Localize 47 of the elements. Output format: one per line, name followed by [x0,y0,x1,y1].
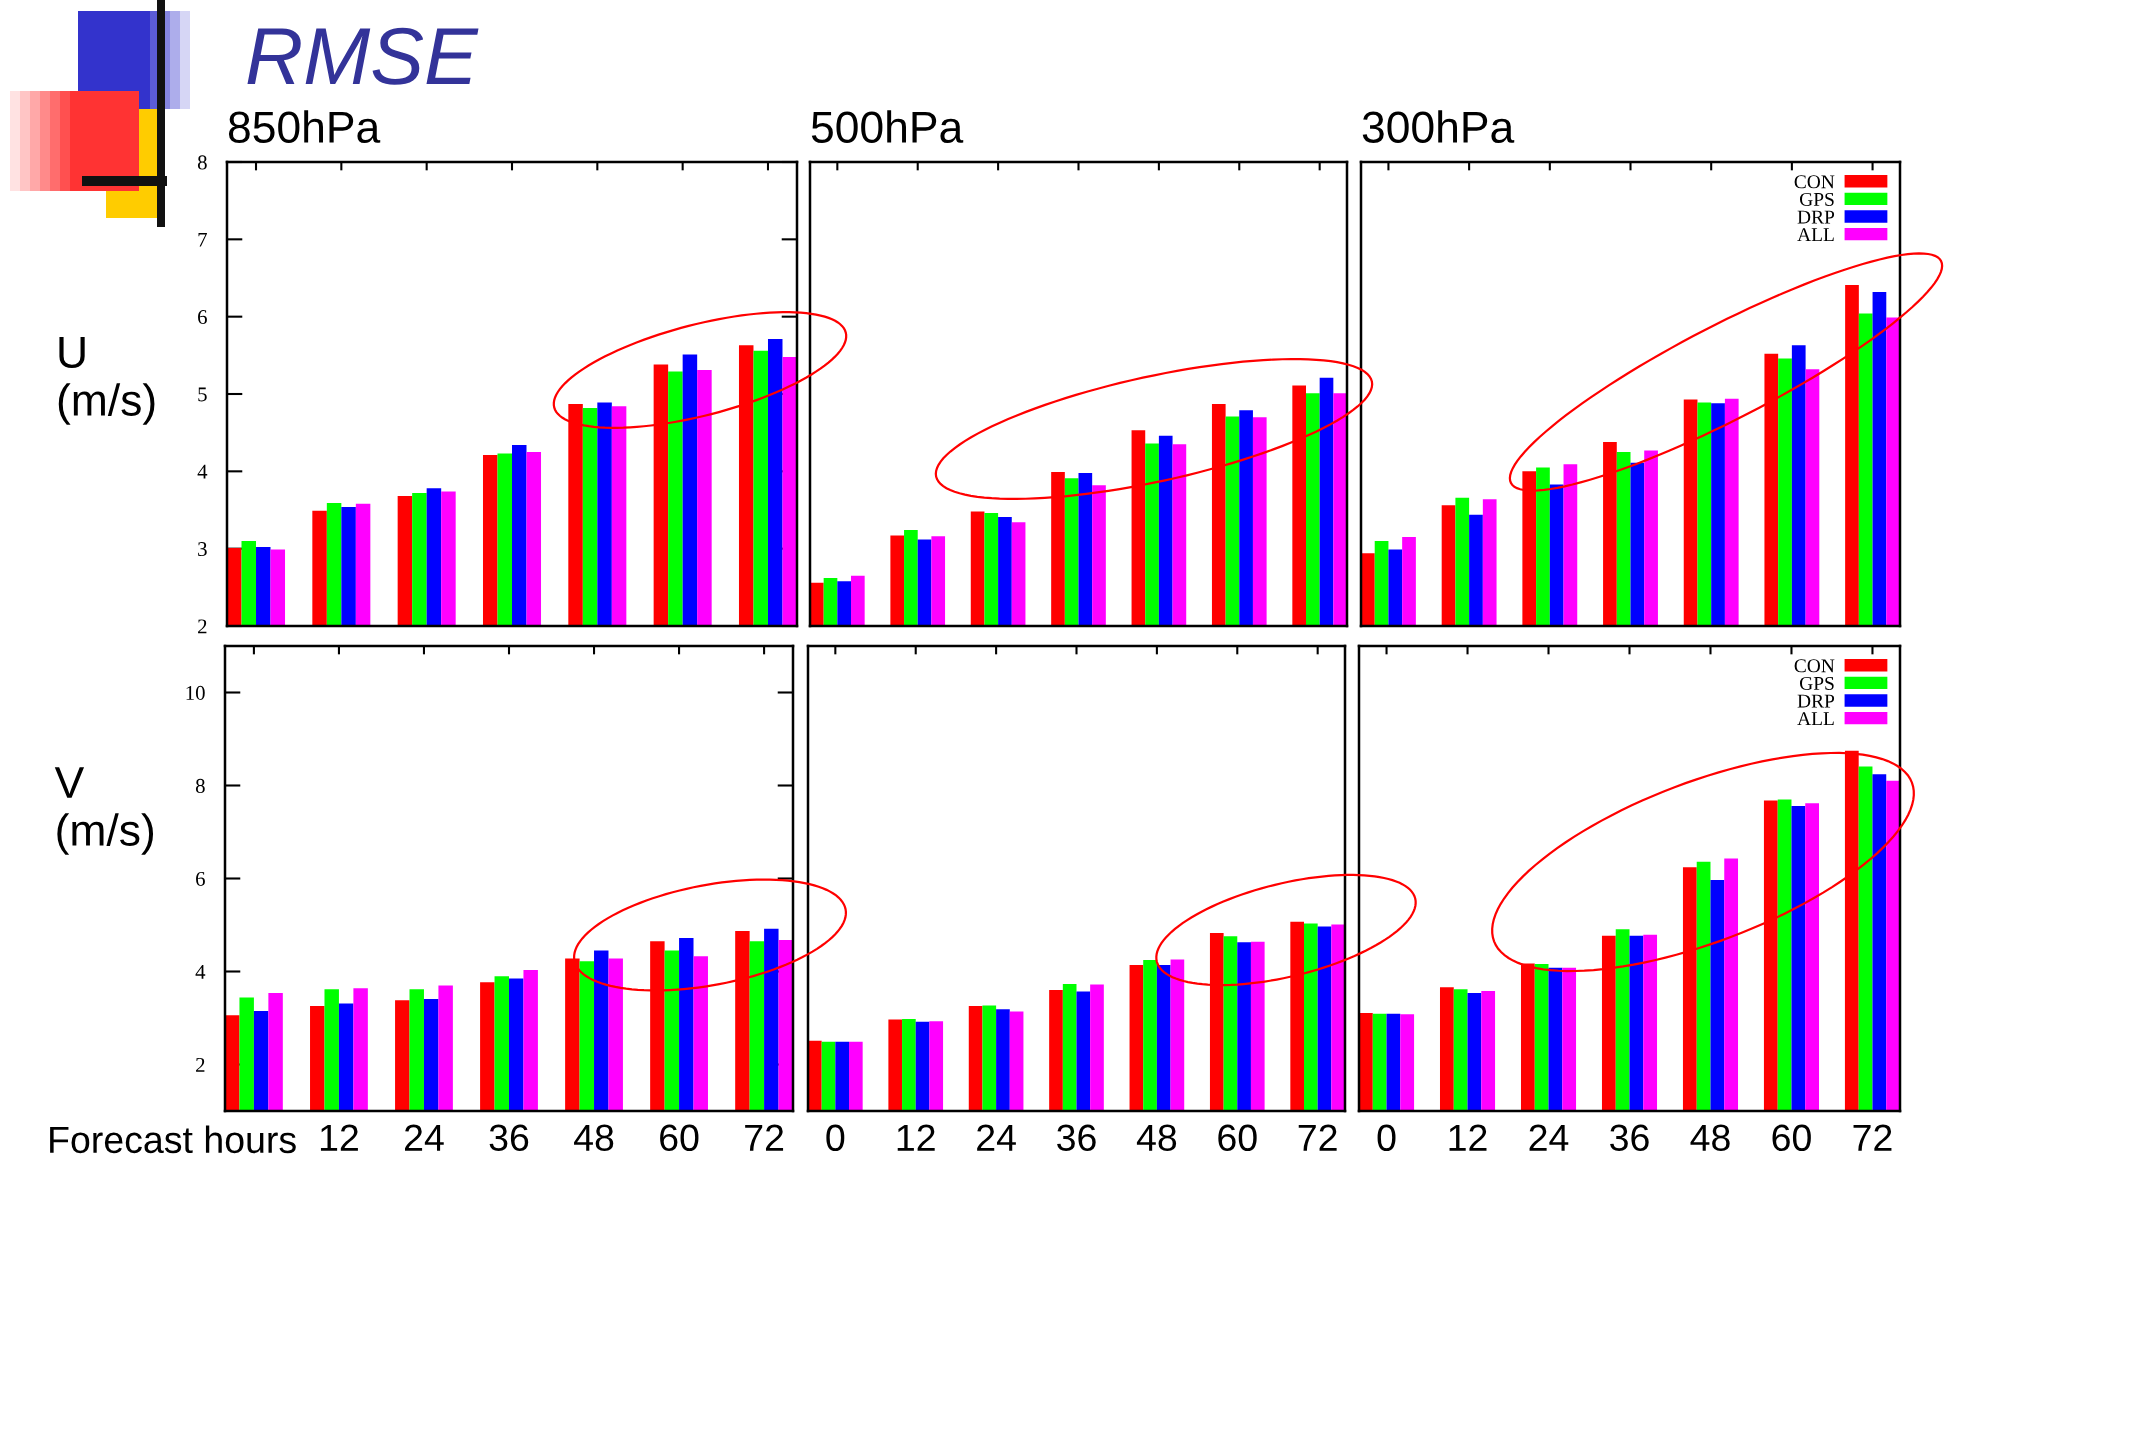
y-tick-label: 10 [186,685,205,700]
x-tick-label: 72 [745,1124,784,1151]
y-axis-title: U (m/s) [58,337,155,425]
x-tick-label: 36 [1057,1124,1096,1152]
x-tick-label: 0 [1377,1124,1396,1152]
y-tick-label: 3 [198,542,207,557]
y-axis-title: V (m/s) [54,767,154,855]
x-tick-label: 60 [1772,1124,1811,1152]
y-tick-label: 2 [196,1057,205,1072]
x-tick-label: 48 [574,1124,614,1152]
y-tick-label: 6 [198,310,207,325]
y-tick-label: 4 [195,965,206,979]
y-tick-label: 4 [197,464,208,479]
x-tick-label: 48 [1136,1124,1177,1152]
legend-label: CON [1794,659,1835,673]
y-tick-label: 6 [196,871,205,886]
x-tick-label: 60 [1218,1124,1257,1152]
chart-title: 500hPa [811,110,964,143]
y-tick-label: 2 [198,619,207,634]
x-tick-label: 72 [1853,1124,1892,1151]
y-tick-label: 5 [198,387,207,402]
y-tick-label: 8 [195,778,205,793]
legend-label: DRP [1797,210,1835,224]
y-tick-label: 8 [197,155,207,170]
x-tick-label: 24 [1529,1124,1569,1151]
x-tick-label: 36 [489,1124,529,1152]
legend-label: DRP [1797,694,1835,708]
chart-title: 850hPa [228,110,381,143]
legend-label: GPS [1799,676,1834,690]
x-tick-label: 36 [1610,1124,1649,1152]
legend-label: ALL [1797,228,1834,242]
x-tick-label: 48 [1690,1124,1730,1152]
x-axis-title: Forecast hours [50,1125,296,1154]
chart-title: 300hPa [1362,110,1515,143]
x-tick-label: 24 [977,1124,1016,1151]
text: RMSE [247,27,479,85]
x-tick-label: 72 [1298,1124,1337,1151]
x-tick-label: 24 [405,1124,444,1151]
x-tick-label: 60 [660,1124,699,1152]
legend-label: CON [1794,175,1835,189]
x-tick-label: 0 [826,1124,845,1152]
x-tick-label: 12 [320,1124,358,1151]
x-tick-label: 12 [897,1124,935,1151]
y-tick-label: 7 [198,232,207,247]
legend-label: ALL [1797,712,1834,726]
legend-label: GPS [1799,192,1834,206]
x-tick-label: 12 [1449,1124,1487,1151]
